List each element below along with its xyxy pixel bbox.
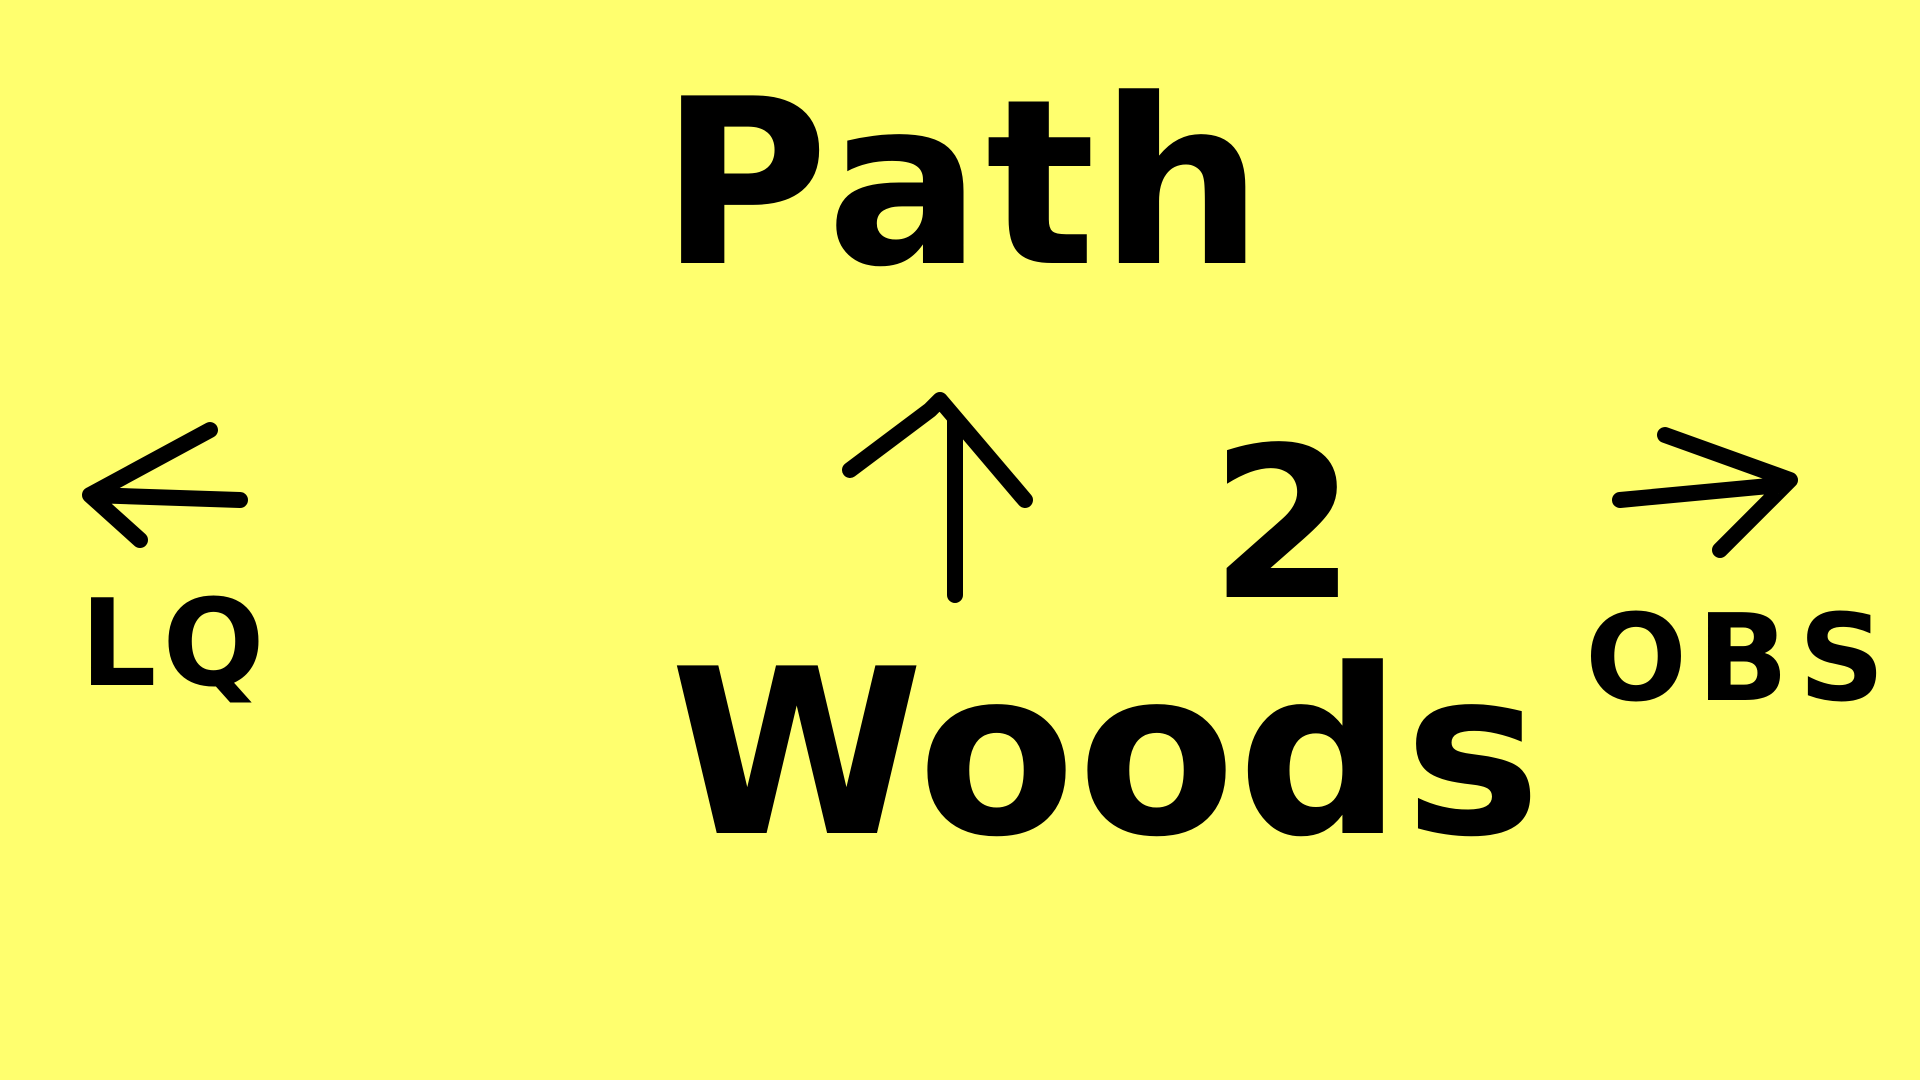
left-label: LQ bbox=[80, 575, 271, 714]
number-label: 2 bbox=[1210, 402, 1357, 647]
destination-label: Woods bbox=[670, 621, 1544, 888]
right-label: OBS bbox=[1585, 590, 1895, 729]
path-heading: Path bbox=[660, 51, 1268, 318]
